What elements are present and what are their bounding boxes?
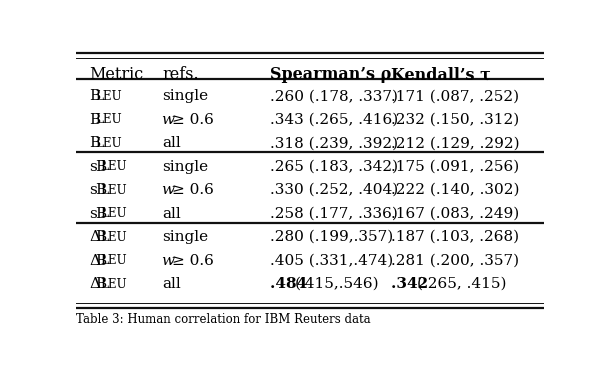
Text: (.265, .415): (.265, .415)	[417, 277, 506, 291]
Text: .258 (.177, .336): .258 (.177, .336)	[270, 206, 397, 221]
Text: B: B	[89, 136, 101, 150]
Text: w: w	[162, 254, 180, 267]
Text: LEU: LEU	[100, 254, 127, 267]
Text: s: s	[89, 183, 97, 197]
Text: Kendall’s τ: Kendall’s τ	[391, 66, 491, 83]
Text: LEU: LEU	[100, 184, 127, 197]
Text: single: single	[162, 230, 208, 244]
Text: .343 (.265, .416): .343 (.265, .416)	[270, 113, 398, 127]
Text: Spearman’s ρ: Spearman’s ρ	[270, 66, 391, 83]
Text: s: s	[89, 160, 97, 174]
Text: .232 (.150, .312): .232 (.150, .312)	[391, 113, 519, 127]
Text: ≥ 0.6: ≥ 0.6	[172, 183, 214, 197]
Text: .484: .484	[270, 277, 312, 291]
Text: .260 (.178, .337): .260 (.178, .337)	[270, 89, 398, 103]
Text: .167 (.083, .249): .167 (.083, .249)	[391, 206, 519, 221]
Text: LEU: LEU	[100, 160, 127, 173]
Text: w: w	[162, 113, 180, 127]
Text: LEU: LEU	[95, 137, 121, 150]
Text: B: B	[95, 160, 106, 174]
Text: s: s	[89, 206, 97, 221]
Text: refs.: refs.	[162, 66, 199, 83]
Text: LEU: LEU	[100, 278, 127, 291]
Text: Δ: Δ	[89, 254, 100, 267]
Text: .175 (.091, .256): .175 (.091, .256)	[391, 160, 519, 174]
Text: .265 (.183, .342): .265 (.183, .342)	[270, 160, 398, 174]
Text: LEU: LEU	[95, 113, 121, 126]
Text: .281 (.200, .357): .281 (.200, .357)	[391, 254, 519, 267]
Text: all: all	[162, 206, 181, 221]
Text: B: B	[95, 183, 106, 197]
Text: single: single	[162, 89, 208, 103]
Text: .212 (.129, .292): .212 (.129, .292)	[391, 136, 520, 150]
Text: Δ: Δ	[89, 230, 100, 244]
Text: all: all	[162, 277, 181, 291]
Text: .342: .342	[391, 277, 434, 291]
Text: .405 (.331,.474): .405 (.331,.474)	[270, 254, 393, 267]
Text: B: B	[95, 277, 106, 291]
Text: Table 3: Human correlation for IBM Reuters data: Table 3: Human correlation for IBM Reute…	[76, 312, 370, 326]
Text: B: B	[95, 206, 106, 221]
Text: .318 (.239, .392): .318 (.239, .392)	[270, 136, 398, 150]
Text: Δ: Δ	[89, 277, 100, 291]
Text: .280 (.199,.357): .280 (.199,.357)	[270, 230, 393, 244]
Text: ≥ 0.6: ≥ 0.6	[172, 113, 214, 127]
Text: LEU: LEU	[100, 231, 127, 244]
Text: B: B	[89, 89, 101, 103]
Text: .222 (.140, .302): .222 (.140, .302)	[391, 183, 520, 197]
Text: single: single	[162, 160, 208, 174]
Text: LEU: LEU	[95, 90, 121, 103]
Text: (.415,.546): (.415,.546)	[295, 277, 380, 291]
Text: .330 (.252, .404): .330 (.252, .404)	[270, 183, 398, 197]
Text: w: w	[162, 183, 180, 197]
Text: B: B	[89, 113, 101, 127]
Text: .187 (.103, .268): .187 (.103, .268)	[391, 230, 519, 244]
Text: B: B	[95, 254, 106, 267]
Text: .171 (.087, .252): .171 (.087, .252)	[391, 89, 519, 103]
Text: all: all	[162, 136, 181, 150]
Text: Metric: Metric	[89, 66, 144, 83]
Text: B: B	[95, 230, 106, 244]
Text: LEU: LEU	[100, 207, 127, 220]
Text: ≥ 0.6: ≥ 0.6	[172, 254, 214, 267]
